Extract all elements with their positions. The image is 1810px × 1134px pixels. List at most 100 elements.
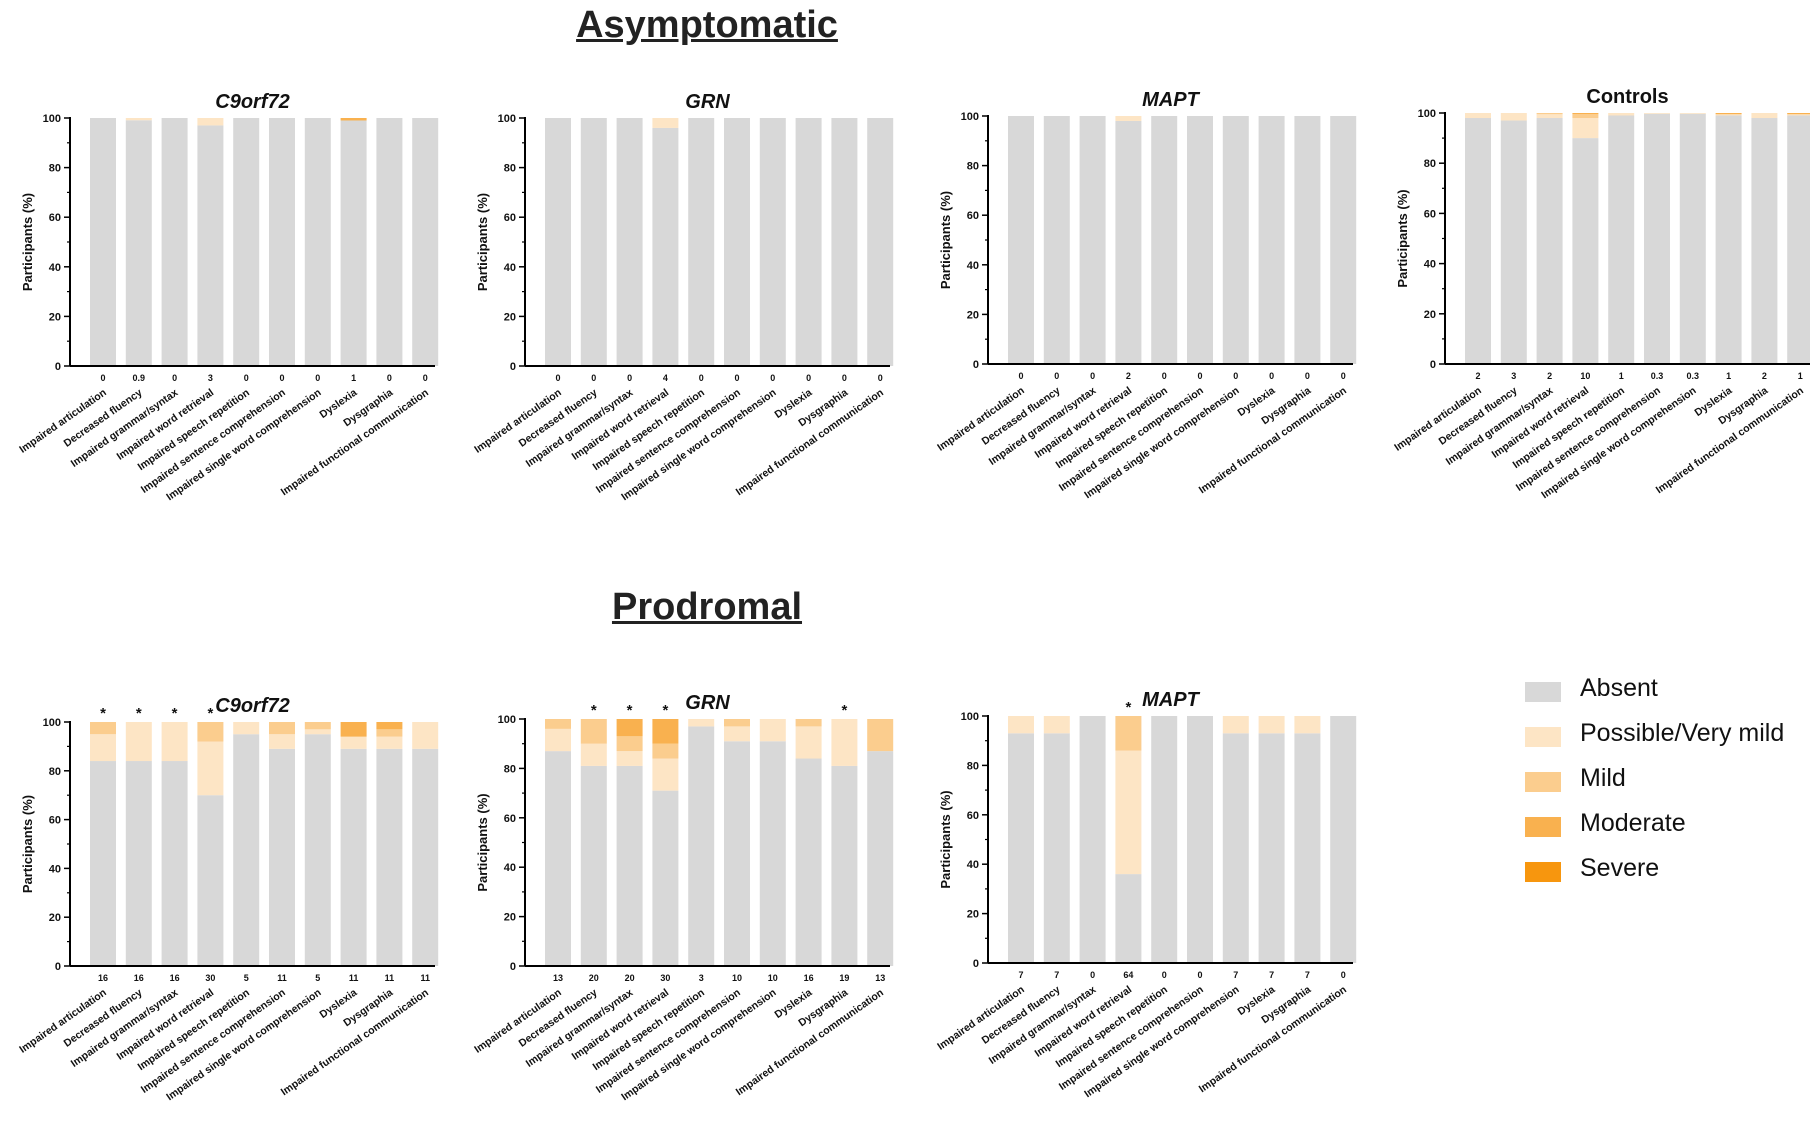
bar-segment <box>1258 733 1285 963</box>
y-tick-label: 20 <box>967 309 979 321</box>
y-tick-label: 20 <box>49 311 61 323</box>
bar-value-label: 11 <box>277 973 287 983</box>
bar-segment <box>1787 115 1810 364</box>
bar-segment <box>1258 716 1285 734</box>
legend-swatch <box>1525 862 1561 882</box>
bar-segment <box>233 722 260 735</box>
bar-segment <box>616 118 643 366</box>
bar-segment <box>90 734 116 762</box>
legend-swatch <box>1525 682 1561 702</box>
bar-segment <box>340 722 367 737</box>
bar-segment <box>90 118 116 366</box>
bar-segment <box>652 118 679 128</box>
bar-segment <box>616 751 643 766</box>
bar-value-label: 16 <box>98 973 108 983</box>
bar-value-label: 4 <box>663 373 668 383</box>
bar-segment <box>90 761 116 966</box>
y-tick-label: 40 <box>504 862 516 874</box>
bar-segment <box>1608 113 1635 116</box>
y-tick-label: 60 <box>967 210 979 222</box>
bar-value-label: 1 <box>1726 371 1731 381</box>
chart-title: GRN <box>685 692 730 714</box>
bar-segment <box>1222 116 1249 364</box>
bar-segment <box>1465 118 1491 365</box>
bar-segment <box>688 118 715 366</box>
bar-value-label: 0 <box>1341 371 1346 381</box>
bar-segment <box>1500 120 1527 364</box>
section-title-asymptomatic: Asymptomatic <box>576 4 838 46</box>
bar-segment <box>1043 716 1070 734</box>
bar-value-label: 0 <box>1341 970 1346 980</box>
bar-value-label: 0 <box>279 373 284 383</box>
bar-value-label: 0 <box>591 373 596 383</box>
bar-segment <box>545 728 571 752</box>
y-tick-label: 60 <box>49 815 61 827</box>
bar-value-label: 0 <box>770 373 775 383</box>
bar-value-label: 11 <box>349 973 359 983</box>
legend-label: Moderate <box>1580 809 1686 837</box>
bar-segment <box>1115 750 1142 875</box>
bar-segment <box>652 790 679 966</box>
bar-value-label: 16 <box>804 973 814 983</box>
significance-star: * <box>627 702 633 719</box>
bar-segment <box>1258 116 1285 364</box>
bar-segment <box>652 127 679 366</box>
bar-value-label: 5 <box>244 973 249 983</box>
bar-segment <box>1294 116 1321 364</box>
y-axis-label: Participants (%) <box>475 193 490 291</box>
bar-value-label: 0 <box>1090 371 1095 381</box>
bar-segment <box>652 743 679 759</box>
bar-segment <box>1222 716 1249 734</box>
bar-segment <box>1608 115 1635 364</box>
bar-value-label: 0 <box>1162 970 1167 980</box>
bar-segment <box>269 722 295 735</box>
bar-segment <box>545 751 571 966</box>
bar-segment <box>580 719 607 744</box>
bar-segment <box>1536 114 1563 119</box>
bar-segment <box>867 751 894 966</box>
bar-value-label: 16 <box>170 973 180 983</box>
bar-segment <box>1008 733 1034 963</box>
y-tick-label: 60 <box>49 212 61 224</box>
bar-segment <box>580 743 607 766</box>
bar-value-label: 20 <box>589 973 599 983</box>
bar-segment <box>161 722 188 762</box>
bar-value-label: 11 <box>385 973 395 983</box>
y-tick-label: 100 <box>1418 108 1436 120</box>
bar-value-label: 0 <box>1054 371 1059 381</box>
y-tick-label: 80 <box>967 161 979 173</box>
bar-value-label: 30 <box>660 973 670 983</box>
legend-label: Mild <box>1580 764 1626 792</box>
significance-star: * <box>172 705 178 722</box>
bar-segment <box>1679 113 1706 114</box>
significance-star: * <box>136 705 142 722</box>
bar-value-label: 0 <box>1018 371 1023 381</box>
bar-value-label: 0 <box>1269 371 1274 381</box>
y-tick-label: 40 <box>504 262 516 274</box>
bar-value-label: 1 <box>351 373 356 383</box>
bar-segment <box>412 722 439 749</box>
section-title-prodromal: Prodromal <box>611 586 803 628</box>
bar-segment <box>304 734 331 966</box>
bar-segment <box>1187 716 1213 963</box>
y-tick-label: 80 <box>504 763 516 775</box>
bar-segment <box>376 118 403 366</box>
y-axis-label: Participants (%) <box>938 790 953 888</box>
bar-segment <box>197 722 224 742</box>
bar-segment <box>1294 733 1321 963</box>
bar-segment <box>616 719 643 737</box>
bar-value-label: 13 <box>875 973 885 983</box>
bar-segment <box>233 118 260 366</box>
bar-value-label: 3 <box>699 973 704 983</box>
y-tick-label: 0 <box>55 361 61 373</box>
bar-value-label: 1 <box>1619 371 1624 381</box>
bar-value-label: 0 <box>842 373 847 383</box>
y-axis-label: Participants (%) <box>475 793 490 891</box>
bar-value-label: 0 <box>627 373 632 383</box>
bar-segment <box>831 719 858 766</box>
bar-segment <box>795 758 822 966</box>
significance-star: * <box>100 705 106 722</box>
significance-star: * <box>1125 699 1131 716</box>
